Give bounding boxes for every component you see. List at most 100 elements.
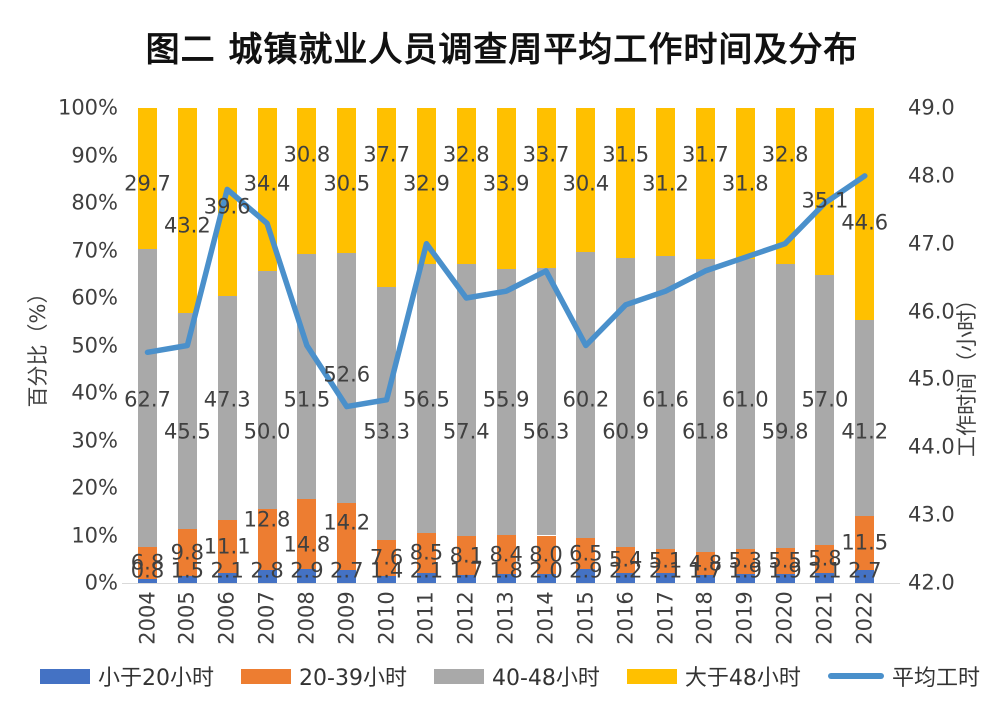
bar-segment-小于20小时 [735,573,755,583]
x-tick-label: 2004 [135,591,159,645]
label-20-39: 14.2 [323,510,371,535]
label-over48: 44.6 [841,210,889,235]
label-over48: 32.9 [403,171,450,196]
label-40-48: 57.4 [442,419,490,444]
label-under20: 1.7 [449,558,483,583]
bar-segment-20-39小时 [456,536,476,575]
right-tick-label: 43.0 [908,502,955,527]
bar-segment-40-48小时 [616,257,636,547]
x-tick-label: 2011 [413,591,438,645]
x-axis-baseline [122,583,900,584]
label-under20: 2.9 [569,558,603,583]
label-over48: 31.2 [642,171,689,196]
right-tick-label: 49.0 [908,95,955,120]
bar-segment-20-39小时 [377,540,397,577]
legend-color-swatch [626,668,677,684]
label-20-39: 8.4 [489,542,523,566]
bar-segment-小于20小时 [775,573,795,583]
label-40-48: 50.0 [243,419,291,444]
right-tick-label: 42.0 [908,570,955,595]
bar-segment-小于20小时 [177,575,197,583]
x-tick-label: 2016 [613,591,638,645]
label-over48: 30.5 [323,171,371,196]
label-40-48: 61.6 [642,387,689,412]
label-40-48: 47.3 [203,387,251,412]
x-tick-label: 2005 [174,591,199,645]
label-20-39: 5.5 [768,548,802,573]
label-20-39: 14.8 [283,532,331,557]
label-under20: 2.1 [808,558,842,583]
bar-segment-40-48小时 [377,287,397,541]
label-over48: 30.8 [283,142,331,167]
bar-segment-小于20小时 [855,570,875,583]
left-tick-label: 60% [71,285,118,310]
bar-segment-20-39小时 [536,535,556,574]
label-over48: 30.4 [562,171,610,196]
left-tick-label: 90% [71,143,118,167]
legend-label: 40-48小时 [491,666,600,691]
label-under20: 2.0 [529,558,563,583]
bar-segment-大于48小时 [377,108,397,288]
legend-label: 小于20小时 [98,666,214,691]
legend-color-swatch [40,668,90,684]
legend-color-swatch [433,668,484,684]
bar-segment-小于20小时 [616,572,636,583]
legend-item-大于48小时: 大于48小时 [626,660,801,692]
label-40-48: 57.0 [801,387,849,412]
legend-line-swatch [827,673,884,679]
label-under20: 1.5 [170,558,205,583]
x-tick-label: 2014 [533,591,558,645]
label-20-39: 11.1 [203,534,251,559]
label-20-39: 8.0 [529,542,563,566]
bar-segment-大于48小时 [297,108,317,255]
label-under20: 2.7 [848,558,882,583]
label-under20: 1.7 [688,558,723,583]
label-40-48: 56.3 [522,419,570,444]
label-over48: 32.8 [761,142,809,167]
label-under20: 2.9 [290,558,324,583]
label-over48: 32.8 [442,142,490,167]
label-over48: 29.7 [124,171,171,196]
bar-segment-20-39小时 [576,538,596,570]
left-tick-label: 70% [71,238,118,262]
bar-segment-20-39小时 [297,498,317,570]
bar-segment-20-39小时 [815,545,835,574]
bar-segment-40-48小时 [257,271,277,509]
label-40-48: 61.0 [721,387,769,412]
bar-segment-小于20小时 [576,569,596,583]
bar-segment-大于48小时 [695,108,715,259]
x-tick-label: 2020 [772,591,797,645]
label-20-39: 4.8 [688,551,723,576]
legend: 小于20小时 20-39小时 40-48小时 大于48小时 平均工时 [40,660,980,692]
bar-segment-小于20小时 [656,573,676,583]
x-tick-label: 2015 [573,591,598,645]
label-under20: 2.1 [648,558,683,583]
label-20-39: 7.6 [369,545,404,570]
bar-segment-20-39小时 [496,534,516,575]
bar-segment-大于48小时 [616,108,636,258]
label-20-39: 12.8 [243,507,291,532]
bar-segment-20-39小时 [616,546,636,573]
label-20-39: 6.8 [130,550,165,575]
label-under20: 2.7 [330,558,364,583]
label-40-48: 60.2 [562,387,610,412]
left-tick-label: 20% [71,475,118,500]
label-under20: 2.2 [608,558,643,583]
label-40-48: 55.9 [482,387,530,412]
x-tick-label: 2012 [453,591,478,645]
bar-segment-40-48小时 [855,319,875,516]
legend-label: 20-39小时 [299,666,407,691]
x-tick-label: 2022 [852,591,877,645]
bar-segment-20-39小时 [775,547,795,574]
label-over48: 39.6 [203,194,251,219]
label-under20: 2.1 [210,558,244,583]
label-20-39: 8.5 [409,540,444,565]
bar-segment-40-48小时 [536,268,556,536]
label-20-39: 8.1 [449,543,483,568]
left-tick-label: 0% [84,570,118,595]
label-under20: 1.9 [768,558,802,583]
bar-segment-小于20小时 [536,573,556,583]
label-40-48: 59.8 [761,419,809,444]
bar-segment-小于20小时 [416,573,436,583]
